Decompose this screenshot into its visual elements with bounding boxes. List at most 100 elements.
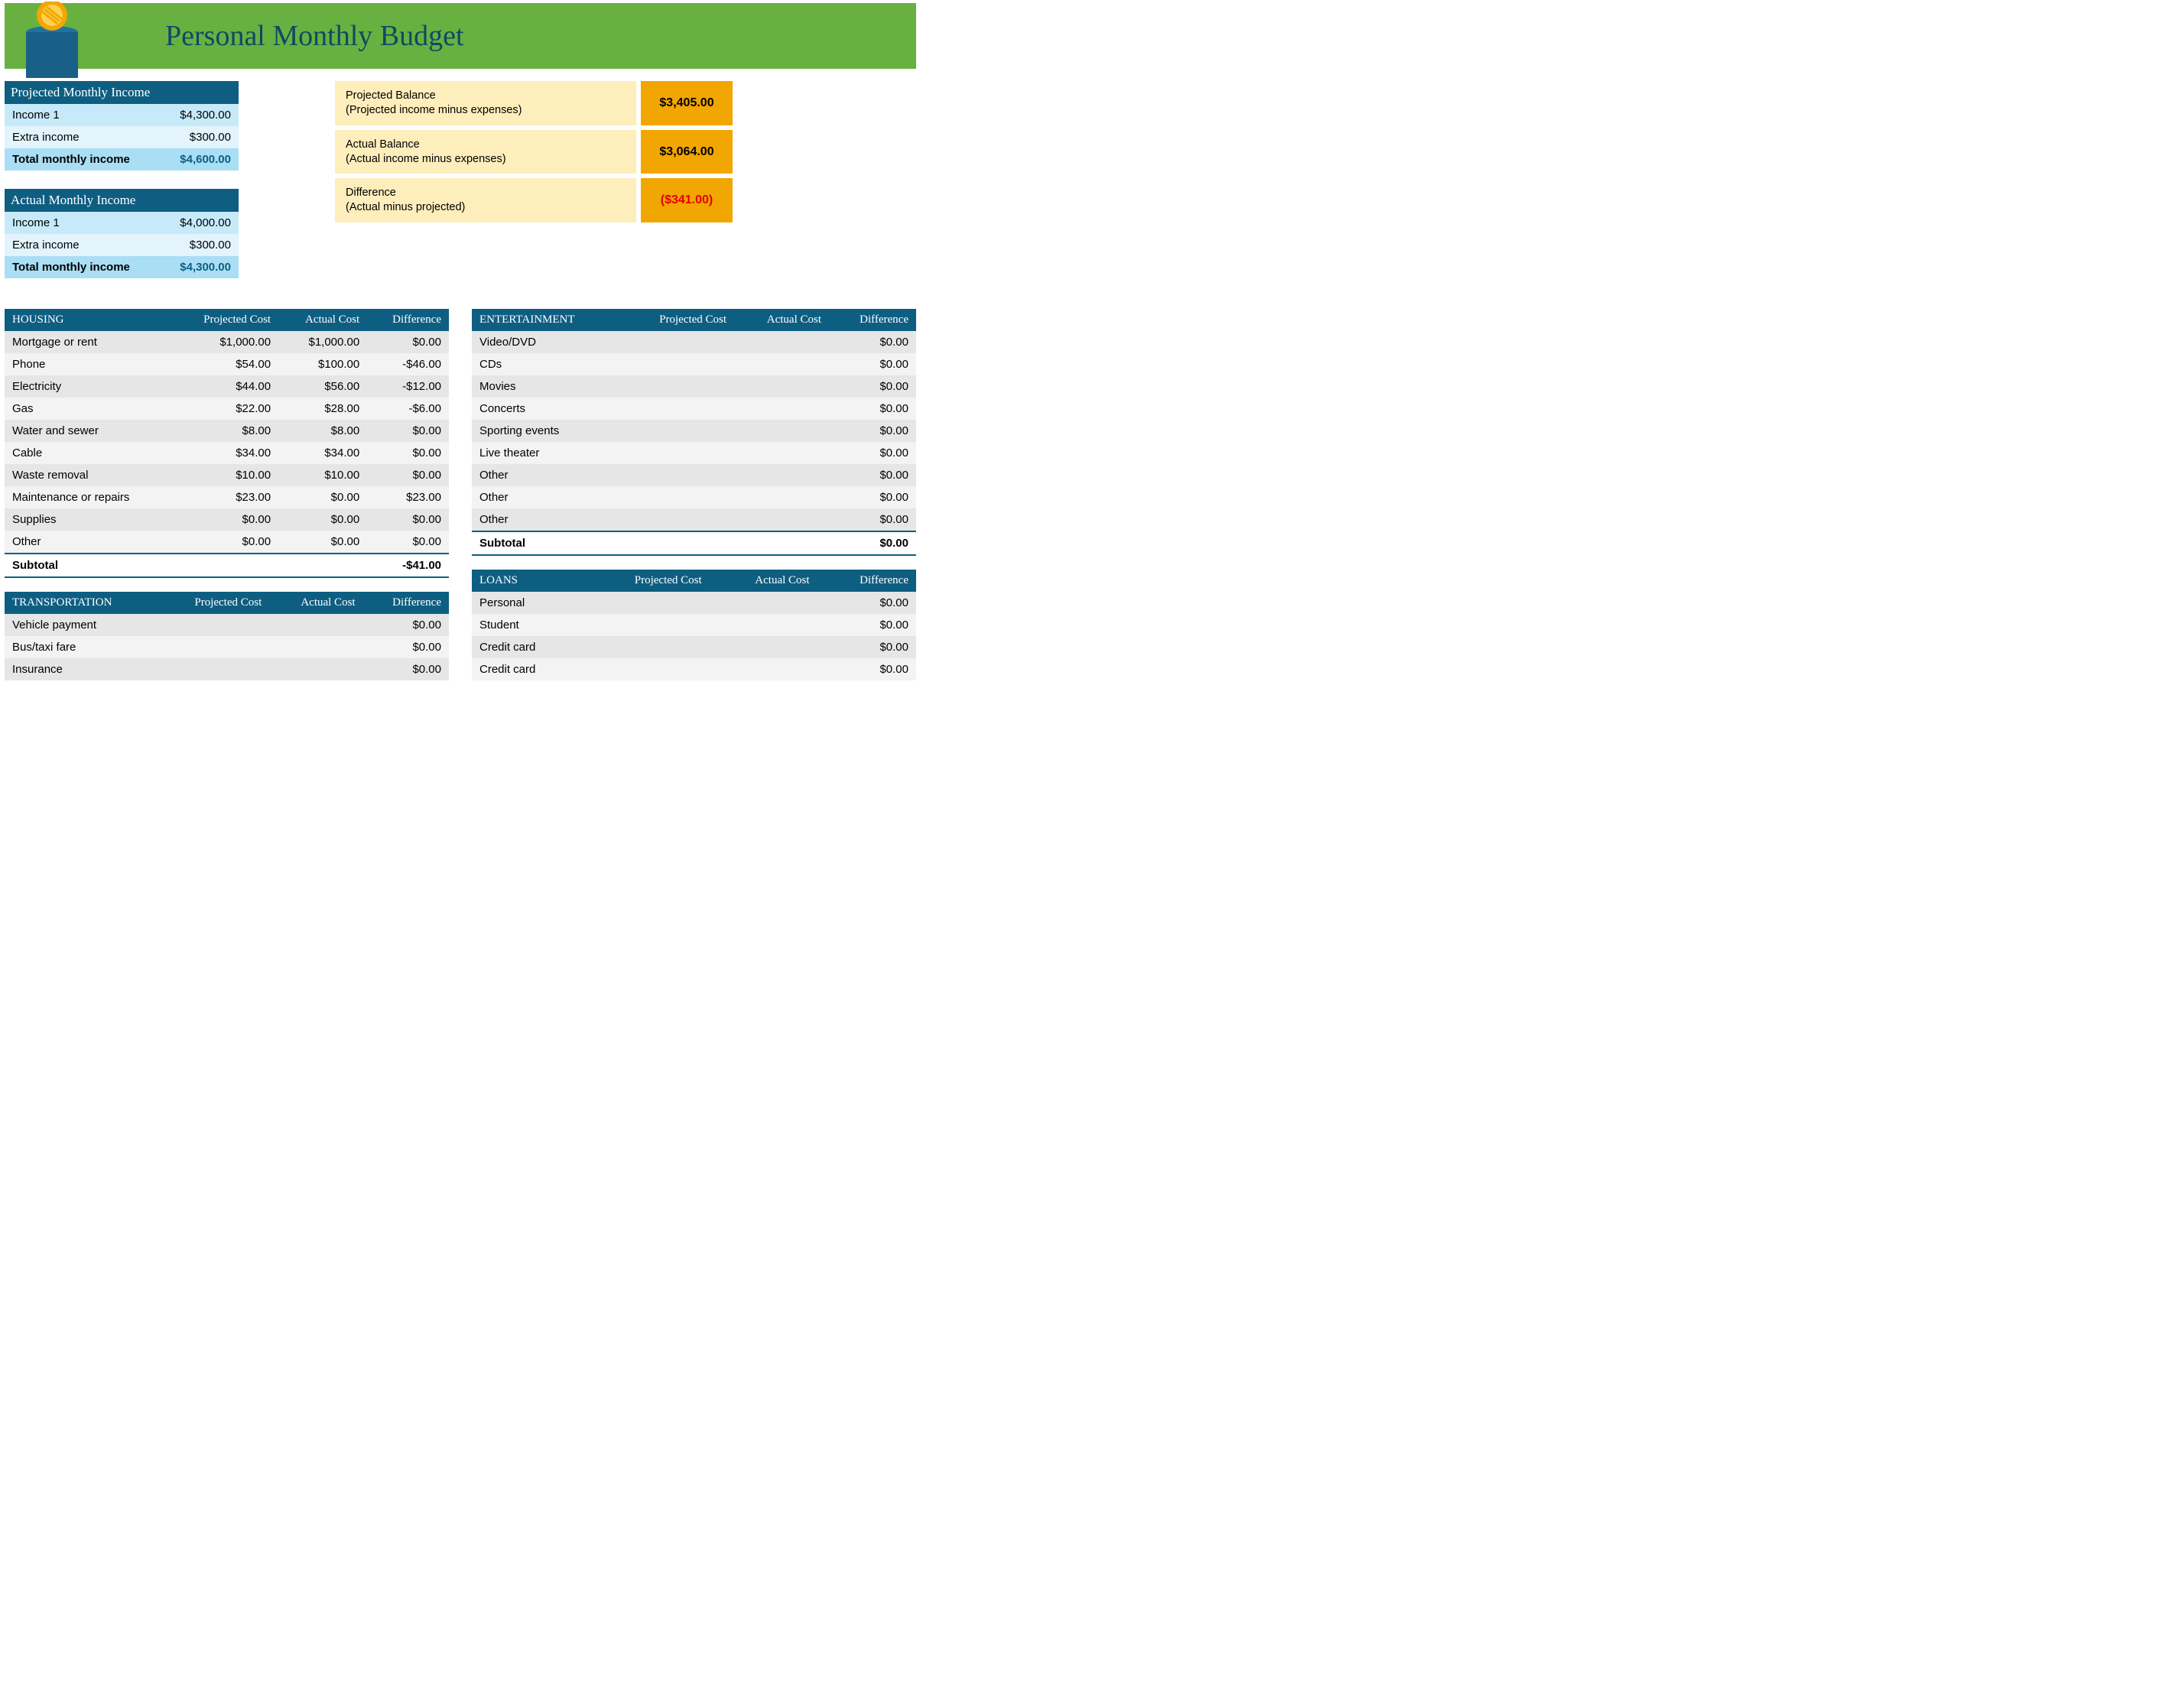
income-total-value: $4,600.00	[180, 153, 231, 166]
projected-income-header: Projected Monthly Income	[5, 81, 239, 104]
income-row: Income 1 $4,300.00	[5, 104, 239, 126]
row-value	[622, 353, 734, 375]
row-value: $0.00	[829, 486, 916, 508]
row-value: $0.00	[363, 614, 449, 636]
row-value: $0.00	[278, 508, 367, 531]
row-value	[582, 614, 710, 636]
category-entertainment: ENTERTAINMENTProjected CostActual CostDi…	[472, 309, 916, 556]
row-value: $0.00	[817, 658, 916, 680]
income-label: Extra income	[12, 131, 80, 144]
row-value: -$46.00	[367, 353, 449, 375]
row-value: $0.00	[367, 420, 449, 442]
balance-box: Projected Balance (Projected income minu…	[335, 81, 733, 222]
row-label: Other	[472, 508, 622, 531]
income-value: $300.00	[190, 131, 231, 144]
balance-subtitle: (Projected income minus expenses)	[346, 103, 626, 118]
row-value	[734, 442, 829, 464]
row-label: Concerts	[472, 398, 622, 420]
subtotal-row: Subtotal $0.00	[472, 531, 916, 555]
row-label: Vehicle payment	[5, 614, 159, 636]
column-header: Projected Cost	[159, 592, 270, 614]
balance-value-negative: ($341.00)	[641, 178, 733, 222]
row-value	[734, 508, 829, 531]
row-value: $8.00	[278, 420, 367, 442]
row-value	[622, 398, 734, 420]
column-header: Projected Cost	[622, 309, 734, 331]
row-label: Cable	[5, 442, 174, 464]
row-value	[710, 636, 817, 658]
row-value: $0.00	[829, 398, 916, 420]
table-row: Gas$22.00$28.00-$6.00	[5, 398, 449, 420]
category-housing: HOUSINGProjected CostActual CostDifferen…	[5, 309, 449, 578]
row-value: $54.00	[174, 353, 278, 375]
row-value: $0.00	[367, 531, 449, 554]
row-value: $0.00	[817, 636, 916, 658]
row-value: $0.00	[367, 464, 449, 486]
balance-value: $3,064.00	[641, 130, 733, 174]
row-value: $0.00	[829, 353, 916, 375]
table-row: Water and sewer$8.00$8.00$0.00	[5, 420, 449, 442]
row-value: -$12.00	[367, 375, 449, 398]
row-value	[622, 375, 734, 398]
row-value: $56.00	[278, 375, 367, 398]
table-row: Bus/taxi fare$0.00	[5, 636, 449, 658]
row-value: $0.00	[367, 331, 449, 353]
income-total-label: Total monthly income	[12, 261, 130, 274]
row-label: Other	[472, 486, 622, 508]
right-categories-column: ENTERTAINMENTProjected CostActual CostDi…	[472, 309, 916, 694]
category-name-header: ENTERTAINMENT	[472, 309, 622, 331]
row-value	[159, 614, 270, 636]
balance-subtitle: (Actual minus projected)	[346, 200, 626, 215]
row-value	[622, 508, 734, 531]
row-value: $34.00	[174, 442, 278, 464]
table-row: CDs $0.00	[472, 353, 916, 375]
income-total-value: $4,300.00	[180, 261, 231, 274]
row-label: Supplies	[5, 508, 174, 531]
subtotal-value: $0.00	[829, 531, 916, 555]
row-label: CDs	[472, 353, 622, 375]
income-row: Extra income $300.00	[5, 126, 239, 148]
balance-value: $3,405.00	[641, 81, 733, 125]
balance-title: Actual Balance	[346, 138, 420, 151]
left-categories-column: HOUSINGProjected CostActual CostDifferen…	[5, 309, 449, 694]
row-label: Live theater	[472, 442, 622, 464]
table-row: Mortgage or rent$1,000.00$1,000.00$0.00	[5, 331, 449, 353]
table-row: Personal$0.00	[472, 592, 916, 614]
table-row: Live theater $0.00	[472, 442, 916, 464]
row-label: Other	[5, 531, 174, 554]
row-value	[734, 464, 829, 486]
row-label: Mortgage or rent	[5, 331, 174, 353]
row-label: Other	[472, 464, 622, 486]
row-value	[582, 658, 710, 680]
income-row: Income 1 $4,000.00	[5, 212, 239, 234]
income-value: $4,300.00	[180, 109, 231, 122]
balance-subtitle: (Actual income minus expenses)	[346, 152, 626, 167]
row-value: $0.00	[278, 531, 367, 554]
piggy-bank-icon	[21, 2, 83, 78]
row-value	[734, 420, 829, 442]
row-value	[159, 658, 270, 680]
row-label: Credit card	[472, 636, 582, 658]
row-label: Water and sewer	[5, 420, 174, 442]
table-row: Electricity$44.00$56.00-$12.00	[5, 375, 449, 398]
row-value: $0.00	[829, 442, 916, 464]
category-table: LOANSProjected CostActual CostDifference…	[472, 570, 916, 680]
row-value	[734, 331, 829, 353]
projected-income-box: Projected Monthly Income Income 1 $4,300…	[5, 81, 239, 170]
row-value	[734, 486, 829, 508]
row-value: $0.00	[817, 592, 916, 614]
row-value: $22.00	[174, 398, 278, 420]
income-total-row: Total monthly income $4,600.00	[5, 148, 239, 170]
income-total-label: Total monthly income	[12, 153, 130, 166]
row-value	[269, 636, 362, 658]
subtotal-label: Subtotal	[472, 531, 622, 555]
balance-title: Projected Balance	[346, 89, 436, 102]
row-label: Maintenance or repairs	[5, 486, 174, 508]
table-row: Phone$54.00$100.00-$46.00	[5, 353, 449, 375]
row-value: $0.00	[829, 375, 916, 398]
row-value	[622, 331, 734, 353]
row-value: $0.00	[363, 636, 449, 658]
column-header: Projected Cost	[582, 570, 710, 592]
table-row: Credit card $0.00	[472, 636, 916, 658]
actual-income-box: Actual Monthly Income Income 1 $4,000.00…	[5, 189, 239, 278]
